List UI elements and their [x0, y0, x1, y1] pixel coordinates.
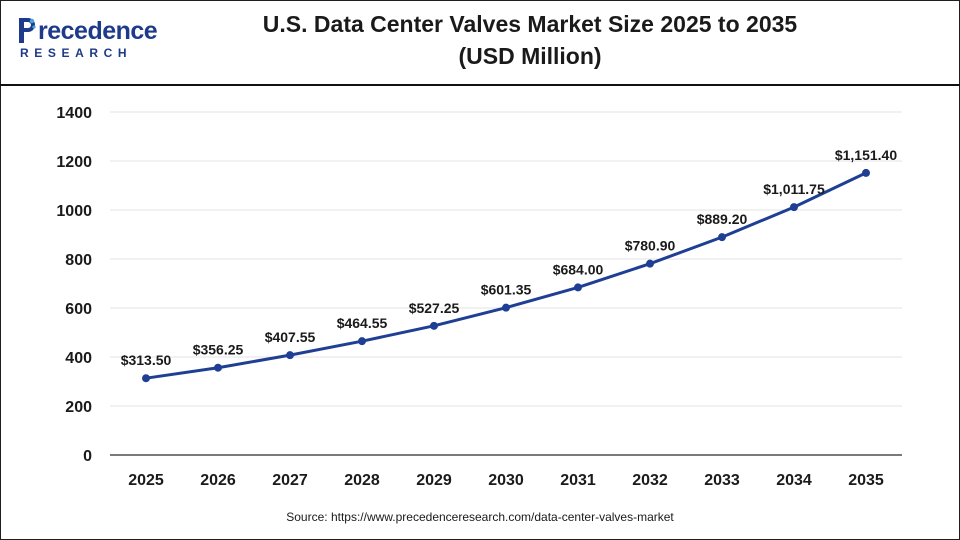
- data-point: [790, 203, 798, 212]
- logo-wordmark: recedence: [16, 18, 166, 44]
- data-label: $684.00: [553, 261, 604, 277]
- x-tick-label: 2035: [848, 472, 884, 489]
- x-tick-label: 2033: [704, 472, 740, 489]
- source-note: Source: https://www.precedenceresearch.c…: [286, 510, 674, 524]
- data-label: $1,011.75: [763, 181, 825, 197]
- logo-word: recedence: [38, 17, 158, 45]
- y-tick-label: 200: [65, 399, 92, 416]
- y-tick-label: 600: [65, 301, 92, 318]
- y-tick-label: 0: [83, 448, 92, 465]
- y-tick-label: 800: [65, 252, 92, 269]
- data-point: [718, 233, 726, 242]
- data-point: [646, 259, 654, 268]
- y-tick-label: 1200: [56, 154, 92, 171]
- data-label: $356.25: [193, 342, 244, 358]
- data-label: $889.20: [697, 211, 748, 227]
- logo-subtext: RESEARCH: [20, 46, 133, 60]
- data-label: $313.50: [121, 352, 172, 368]
- precedence-research-logo: recedence RESEARCH: [16, 18, 166, 62]
- data-label: $407.55: [265, 329, 316, 345]
- data-point: [574, 283, 582, 292]
- data-point: [358, 337, 366, 346]
- data-point: [430, 321, 438, 330]
- data-label: $464.55: [337, 315, 388, 331]
- y-tick-label: 1400: [56, 105, 92, 122]
- data-label: $1,151.40: [835, 147, 897, 163]
- y-tick-label: 400: [65, 350, 92, 367]
- chart-title: U.S. Data Center Valves Market Size 2025…: [180, 8, 880, 72]
- data-point: [862, 168, 870, 177]
- data-label: $527.25: [409, 300, 460, 316]
- data-point: [502, 303, 510, 312]
- chart-title-line-2: (USD Million): [458, 43, 602, 69]
- x-tick-label: 2028: [344, 472, 380, 489]
- x-tick-label: 2032: [632, 472, 668, 489]
- x-tick-label: 2031: [560, 472, 596, 489]
- data-point: [286, 351, 294, 360]
- x-tick-label: 2029: [416, 472, 452, 489]
- data-label: $601.35: [481, 282, 532, 298]
- chart-title-line-1: U.S. Data Center Valves Market Size 2025…: [262, 11, 798, 37]
- series-line: [145, 171, 867, 380]
- data-point: [214, 363, 222, 372]
- data-point: [142, 374, 150, 383]
- x-tick-label: 2025: [128, 472, 164, 489]
- data-label: $780.90: [625, 238, 676, 254]
- header: recedence RESEARCH U.S. Data Center Valv…: [0, 0, 960, 86]
- x-tick-label: 2027: [272, 472, 308, 489]
- x-tick-label: 2030: [488, 472, 524, 489]
- line-chart: 0 200 400 600 800 1000 1200 1400 2025 2026 2027 202…: [56, 105, 902, 489]
- y-tick-label: 1000: [56, 203, 92, 220]
- x-tick-label: 2034: [776, 472, 812, 489]
- x-tick-label: 2026: [200, 472, 236, 489]
- logo-p-icon: [19, 18, 36, 43]
